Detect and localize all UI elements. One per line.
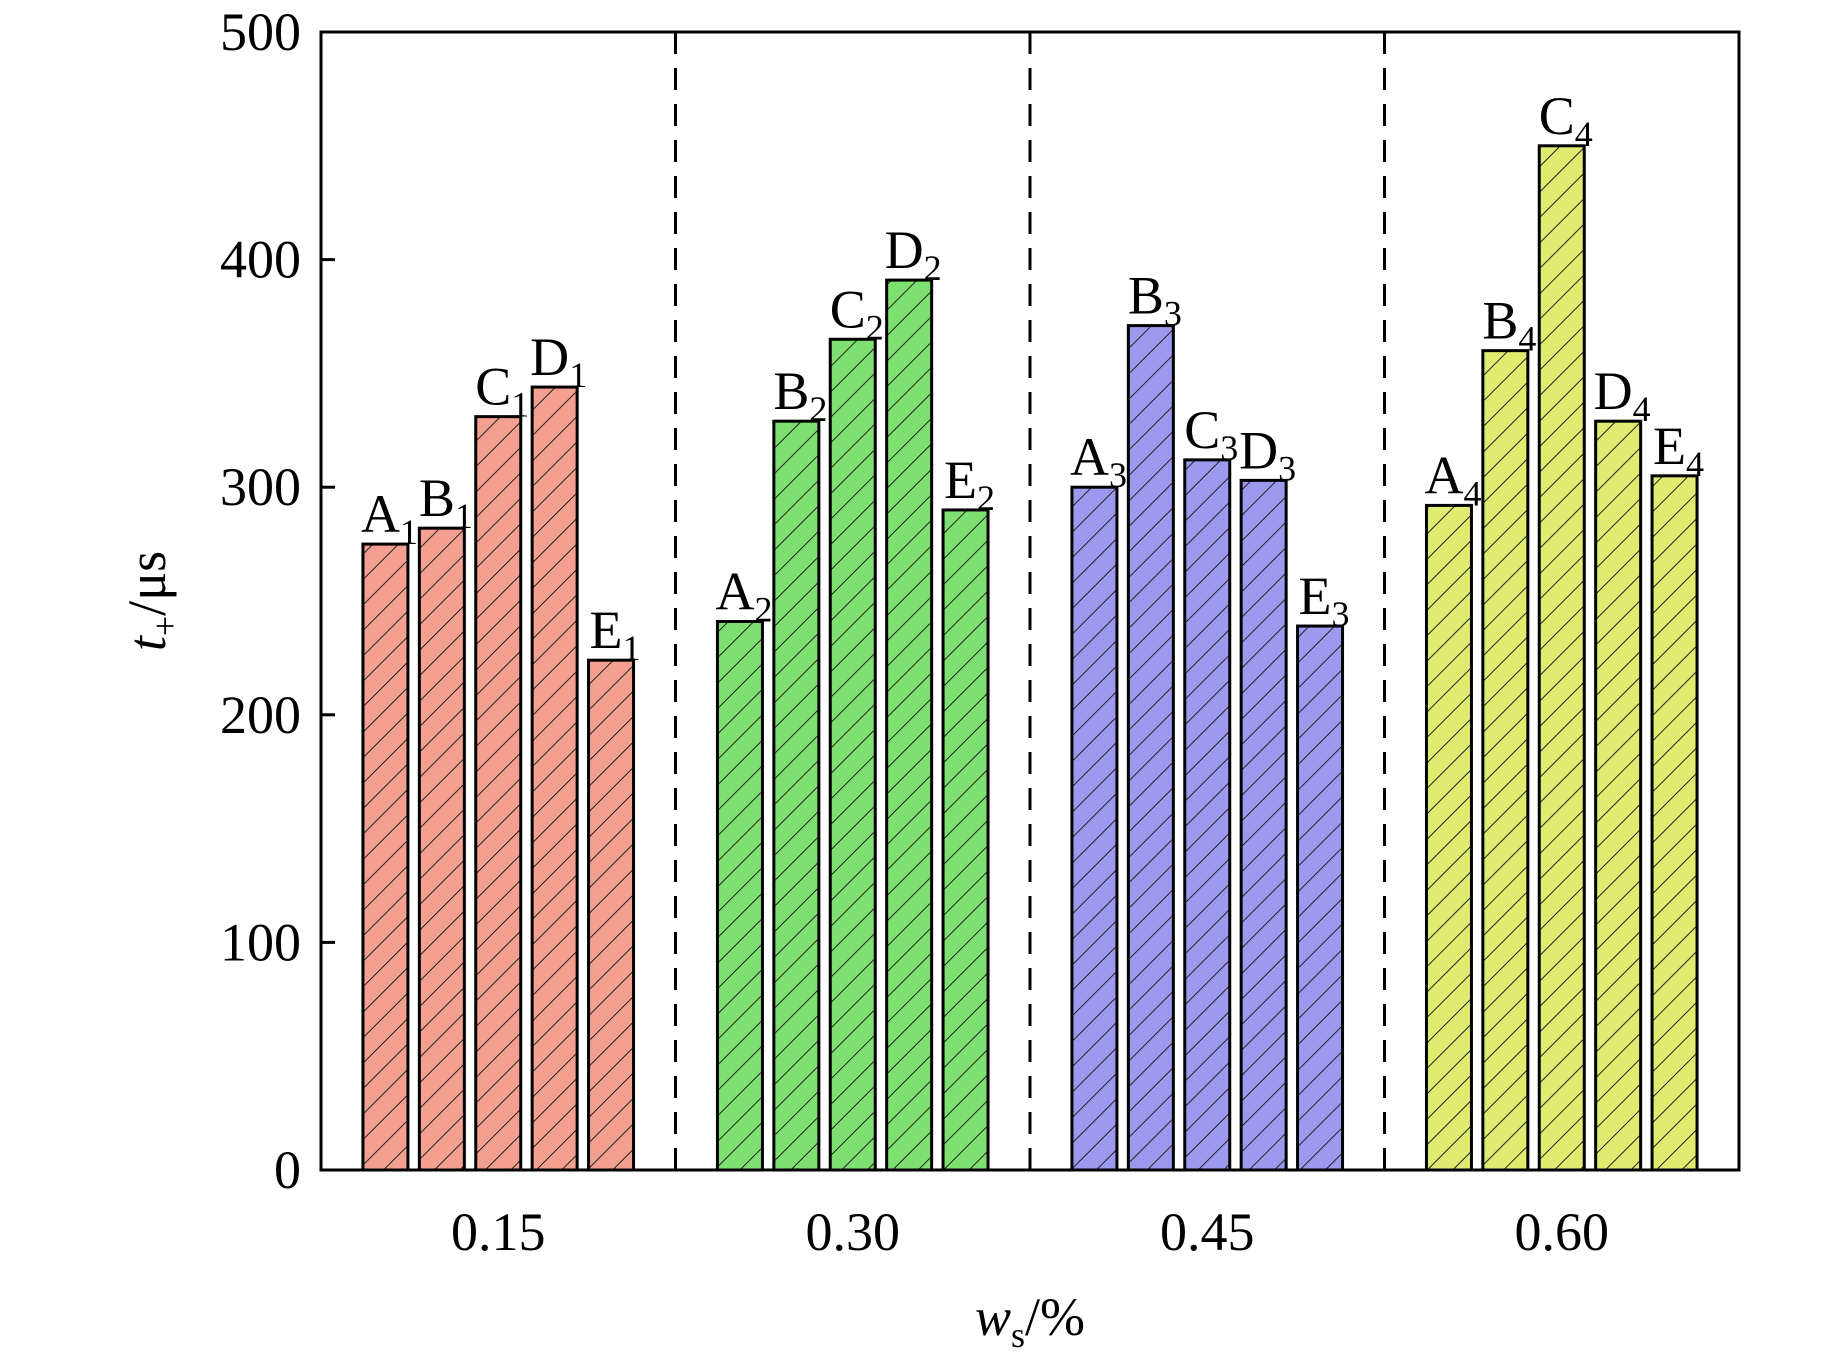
group-separators bbox=[674, 32, 1386, 1170]
bar-label-C3: C3 bbox=[1184, 400, 1238, 468]
bar-A4 bbox=[1424, 503, 1473, 1172]
y-tick-label: 400 bbox=[220, 230, 301, 290]
bar-A2 bbox=[715, 619, 764, 1172]
bar-label-E4: E4 bbox=[1653, 416, 1704, 484]
plot-frame bbox=[319, 30, 1741, 1172]
bar-label-D4: D4 bbox=[1594, 361, 1651, 429]
bar-D4 bbox=[1594, 419, 1643, 1172]
bar-label-C1: C1 bbox=[475, 357, 529, 425]
bar-label-A1: A1 bbox=[361, 484, 418, 552]
x-tick-label: 0.30 bbox=[806, 1202, 901, 1262]
y-axis: 0 100 200 300 400 500 bbox=[220, 2, 335, 1200]
x-axis-label: ws/% bbox=[975, 1287, 1085, 1355]
bar-C2 bbox=[828, 337, 877, 1172]
bar-E2 bbox=[941, 508, 990, 1172]
bar-C3 bbox=[1183, 458, 1232, 1172]
y-tick-label: 300 bbox=[220, 457, 301, 517]
bar-label-C4: C4 bbox=[1539, 86, 1593, 154]
bar-label-E3: E3 bbox=[1299, 566, 1350, 634]
bar-A1 bbox=[361, 542, 410, 1172]
bar-label-E1: E1 bbox=[590, 600, 641, 668]
y-tick-label: 200 bbox=[220, 685, 301, 745]
bar-B2 bbox=[772, 419, 821, 1172]
bar-C1 bbox=[474, 415, 523, 1172]
bar-E4 bbox=[1650, 474, 1699, 1172]
bar-label-C2: C2 bbox=[830, 279, 884, 347]
bar-label-A2: A2 bbox=[715, 561, 772, 629]
bar-label-D2: D2 bbox=[885, 220, 942, 288]
bar-B4 bbox=[1481, 349, 1530, 1172]
bar-label-B2: B2 bbox=[773, 361, 827, 429]
bar-D1 bbox=[530, 385, 579, 1172]
bar-A3 bbox=[1070, 485, 1119, 1172]
x-tick-label: 0.15 bbox=[451, 1202, 546, 1262]
x-axis: 0.15 0.30 0.45 0.60 bbox=[451, 1202, 1609, 1262]
y-tick-label: 0 bbox=[274, 1140, 301, 1200]
bar-C4 bbox=[1537, 144, 1586, 1172]
bar-label-E2: E2 bbox=[944, 450, 995, 518]
bar-label-D3: D3 bbox=[1239, 420, 1296, 488]
bar-label-B4: B4 bbox=[1482, 291, 1536, 359]
y-axis-label: t+/μs bbox=[117, 551, 185, 651]
bar-label-B3: B3 bbox=[1128, 266, 1182, 334]
x-tick-label: 0.45 bbox=[1160, 1202, 1255, 1262]
y-tick-label: 100 bbox=[220, 912, 301, 972]
y-tick-label: 500 bbox=[220, 2, 301, 62]
bar-B3 bbox=[1126, 324, 1175, 1172]
x-tick-label: 0.60 bbox=[1515, 1202, 1610, 1262]
bar-label-B1: B1 bbox=[419, 468, 473, 536]
bar-label-D1: D1 bbox=[530, 327, 587, 395]
bar-D3 bbox=[1239, 478, 1288, 1172]
bar-E1 bbox=[587, 658, 636, 1172]
bar-label-A3: A3 bbox=[1070, 427, 1127, 495]
bar-label-A4: A4 bbox=[1424, 445, 1481, 513]
bar-B1 bbox=[417, 526, 466, 1172]
bar-D2 bbox=[885, 278, 934, 1172]
bar-E3 bbox=[1296, 624, 1345, 1172]
